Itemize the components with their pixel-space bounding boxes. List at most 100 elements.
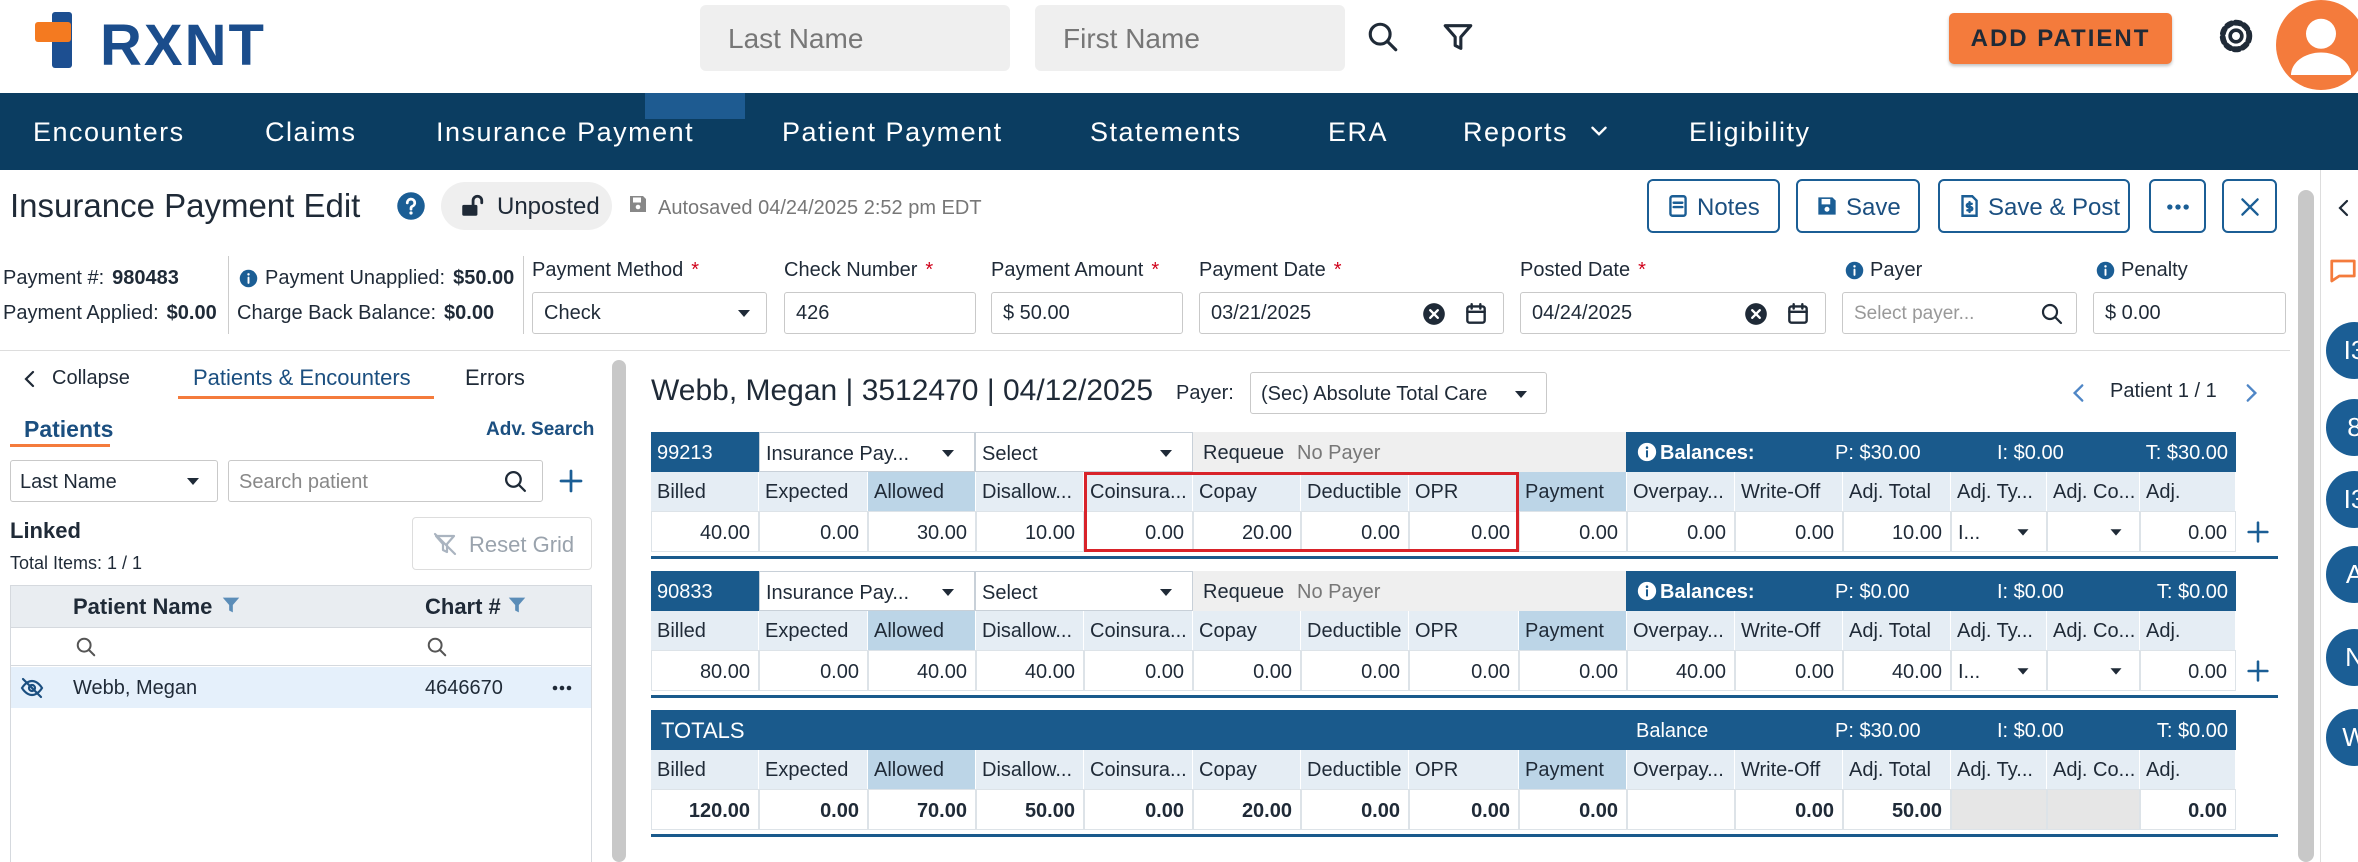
tab[interactable]: Errors xyxy=(465,365,525,390)
patients-table-header xyxy=(10,585,592,628)
value-cell[interactable] xyxy=(2047,511,2140,552)
chat-icon[interactable] xyxy=(2328,256,2358,286)
nav-item[interactable]: Statements xyxy=(1090,117,1242,147)
close-icon xyxy=(2237,194,2263,220)
add-line[interactable] xyxy=(2244,518,2272,546)
add-patient-button[interactable]: ADD PATIENT xyxy=(1949,13,2172,64)
page-title: Insurance Payment Edit xyxy=(10,187,361,224)
calendar-button[interactable] xyxy=(1785,301,1811,327)
balance-info xyxy=(1636,580,1658,602)
column-label: Coinsura... xyxy=(1090,759,1187,781)
column-filter[interactable] xyxy=(506,594,528,616)
field-input[interactable]: 04/24/2025 xyxy=(1520,292,1826,334)
clear-date[interactable] xyxy=(1421,301,1447,327)
side-avatar[interactable]: 8 xyxy=(2326,399,2358,456)
side-avatar[interactable]: N xyxy=(2326,629,2358,686)
column-label: Write-Off xyxy=(1741,481,1821,503)
info-glyph xyxy=(2096,261,2115,280)
collapse-icon[interactable] xyxy=(18,367,42,391)
funnelX-glyph xyxy=(433,532,457,556)
sidebar-toggle[interactable] xyxy=(2332,196,2356,220)
patient-search[interactable]: Search patient xyxy=(228,460,543,502)
add-line[interactable] xyxy=(2244,657,2272,685)
adjust-select-value: Select xyxy=(982,582,1038,604)
column-filter[interactable] xyxy=(220,594,242,616)
tab-active[interactable]: Patients & Encounters xyxy=(193,365,411,390)
value-cell: 0.00 xyxy=(1735,650,1843,691)
adjust-select[interactable]: Select xyxy=(975,432,1193,472)
adjust-select-value: Select xyxy=(982,443,1038,465)
reset-grid-button[interactable]: Reset Grid xyxy=(412,517,592,570)
nav-item[interactable]: Claims xyxy=(265,117,357,147)
side-avatar[interactable]: W xyxy=(2326,709,2358,766)
nav-item[interactable]: Insurance Payment xyxy=(436,117,695,147)
nav-item[interactable]: Encounters xyxy=(33,117,185,147)
adj-type-value: I... xyxy=(1958,522,1981,544)
help-icon[interactable] xyxy=(396,191,426,221)
toolbar-button[interactable]: Notes xyxy=(1647,179,1780,233)
column-label: Copay xyxy=(1199,759,1257,781)
info-glyph xyxy=(1637,581,1657,601)
row-menu[interactable] xyxy=(550,676,574,700)
field-value: 03/21/2025 xyxy=(1211,302,1312,324)
side-avatar[interactable]: I3 xyxy=(2326,322,2358,379)
nav-item[interactable]: Reports xyxy=(1463,117,1569,147)
nav-item[interactable]: Eligibility xyxy=(1689,117,1811,147)
first-name-input[interactable]: First Name xyxy=(1035,5,1345,71)
toolbar-button[interactable]: Save xyxy=(1796,179,1920,233)
column-label: Overpay... xyxy=(1633,481,1724,503)
toolbar-button[interactable]: Save & Post xyxy=(1938,179,2130,233)
save-glyph xyxy=(630,196,646,212)
field-input[interactable]: $ 0.00 xyxy=(2093,292,2286,334)
column-label-cell: Adj. Ty... xyxy=(1951,472,2047,511)
filter-select[interactable]: Last Name xyxy=(10,460,218,502)
field-input[interactable]: Select payer... xyxy=(1842,292,2077,334)
nav-hover-mark xyxy=(645,93,745,119)
caret-glyph xyxy=(187,478,199,485)
field-input[interactable]: 03/21/2025 xyxy=(1199,292,1504,334)
close-button[interactable] xyxy=(2222,179,2277,233)
value-cell[interactable] xyxy=(2047,650,2140,691)
search-button[interactable] xyxy=(1366,20,1400,54)
side-avatar[interactable]: I3 xyxy=(2326,471,2358,528)
block-rule xyxy=(651,834,2278,837)
cell-value: 40.00 xyxy=(916,661,967,683)
field-input[interactable]: Check xyxy=(532,292,767,334)
more-button[interactable] xyxy=(2149,179,2206,233)
type-select[interactable]: Insurance Pay... xyxy=(759,432,975,472)
nav-item[interactable]: Patient Payment xyxy=(782,117,1003,147)
column-label-cell: Overpay... xyxy=(1627,750,1735,789)
add-linked[interactable] xyxy=(556,466,586,496)
reset-icon xyxy=(433,532,457,556)
column-label-cell: Write-Off xyxy=(1735,472,1843,511)
patient-row[interactable] xyxy=(11,667,591,708)
column-label: Payment xyxy=(1525,481,1604,503)
logo-text: RXNT xyxy=(100,13,266,78)
column-label: Payment xyxy=(1525,759,1604,781)
nav-item[interactable]: ERA xyxy=(1328,117,1389,147)
settings-button[interactable] xyxy=(2216,16,2256,56)
required-marker: * xyxy=(1151,259,1160,281)
field-input[interactable]: 426 xyxy=(784,292,976,334)
column-label: OPR xyxy=(1415,759,1459,781)
next-patient[interactable] xyxy=(2238,380,2264,406)
last-name-input[interactable]: Last Name xyxy=(700,5,1010,71)
adjust-select[interactable]: Select xyxy=(975,571,1193,611)
clear-date[interactable] xyxy=(1743,301,1769,327)
filter-button[interactable] xyxy=(1441,20,1475,54)
field-label: Penalty xyxy=(2121,258,2188,283)
side-avatar[interactable]: A xyxy=(2326,546,2358,603)
value-cell[interactable]: I... xyxy=(1951,650,2047,691)
value-cell: 40.00 xyxy=(976,650,1084,691)
adv-search[interactable]: Adv. Search xyxy=(486,419,595,440)
payer-select[interactable]: (Sec) Absolute Total Care xyxy=(1250,372,1547,414)
prev-patient[interactable] xyxy=(2066,380,2092,406)
field-input[interactable]: $ 50.00 xyxy=(991,292,1183,334)
type-select[interactable]: Insurance Pay... xyxy=(759,571,975,611)
column-label-cell: Adj. Ty... xyxy=(1951,750,2047,789)
balances-area: Balances: P: $30.00 I: $0.00 T: $30.00 xyxy=(1626,432,2236,472)
cell-value: 0.00 xyxy=(820,522,859,544)
calendar-button[interactable] xyxy=(1463,301,1489,327)
value-cell[interactable]: I... xyxy=(1951,511,2047,552)
user-avatar[interactable] xyxy=(2276,0,2358,90)
